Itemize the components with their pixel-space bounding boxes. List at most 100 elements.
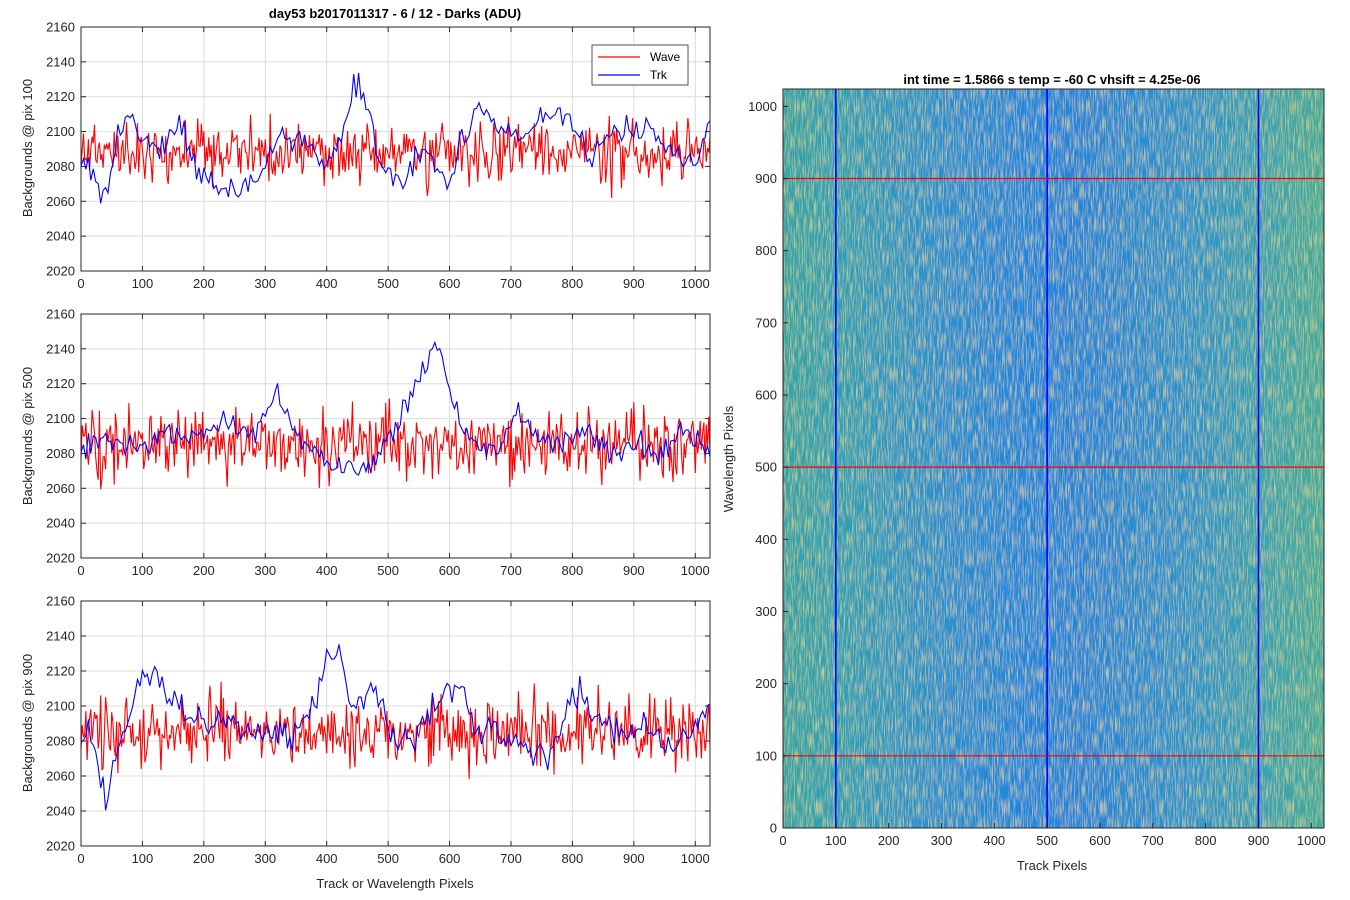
axes-box [80,313,711,559]
y-tick-label: 2120 [46,664,75,679]
right-title: int time = 1.5866 s temp = -60 C vhsift … [903,72,1200,87]
x-tick-label: 100 [132,851,154,866]
heatmap-x-tick-label: 600 [1089,833,1111,848]
x-tick-label: 800 [562,276,584,291]
x-tick-label: 500 [377,851,399,866]
heatmap-x-tick-label: 500 [1036,833,1058,848]
y-tick-label: 2060 [46,194,75,209]
y-tick-label: 2100 [46,699,75,714]
y-tick-label: 2020 [46,551,75,566]
y-tick-label: 2080 [46,734,75,749]
heatmap-x-tick-label: 800 [1195,833,1217,848]
heatmap-y-tick-label: 200 [755,676,777,691]
heatmap-axes-box [782,88,1325,829]
heatmap-y-tick-label: 500 [755,460,777,475]
heatmap-x-tick-label: 400 [983,833,1005,848]
y-tick-label: 2140 [46,341,75,356]
y-tick-label: 2020 [46,264,75,279]
legend-label-trk: Trk [650,68,668,82]
x-tick-label: 700 [500,851,522,866]
y-tick-label: 2060 [46,481,75,496]
y-tick-label: 2120 [46,376,75,391]
ylabel-pix-900: Backgrounds @ pix 900 [20,654,35,792]
x-tick-label: 0 [77,851,84,866]
x-tick-label: 100 [132,276,154,291]
heatmap-x-tick-label: 1000 [1297,833,1326,848]
y-tick-label: 2160 [46,307,75,322]
heatmap-y-tick-label: 600 [755,387,777,402]
y-tick-label: 2040 [46,516,75,531]
heatmap-y-tick-label: 400 [755,532,777,547]
y-tick-label: 2140 [46,54,75,69]
ylabel-pix-500: Backgrounds @ pix 500 [20,367,35,505]
x-tick-label: 700 [500,563,522,578]
heatmap-y-tick-label: 100 [755,748,777,763]
heatmap-y-tick-label: 700 [755,315,777,330]
series-line-wave [81,681,710,780]
x-tick-label: 300 [254,276,276,291]
x-tick-label: 600 [439,851,461,866]
series-line-trk [81,644,710,811]
x-tick-label: 800 [562,851,584,866]
axes-box [80,26,711,272]
legend-label-wave: Wave [650,50,681,64]
heatmap-y-tick-label: 1000 [748,99,777,114]
heatmap-y-tick-label: 900 [755,171,777,186]
heatmap-x-tick-label: 0 [779,833,786,848]
series-line-wave [81,113,710,199]
x-tick-label: 200 [193,851,215,866]
heatmap-y-tick-label: 300 [755,604,777,619]
heatmap-ylabel: Wavelength Pixels [721,405,736,512]
xlabel-left: Track or Wavelength Pixels [316,876,474,891]
x-tick-label: 600 [439,563,461,578]
heatmap-image [783,89,1324,828]
x-tick-label: 1000 [681,276,710,291]
series-line-wave [81,398,710,490]
plot-pix-900: Backgrounds @ pix 900 Track or Wavelengt… [20,594,711,891]
y-tick-label: 2080 [46,159,75,174]
x-tick-label: 500 [377,276,399,291]
x-tick-label: 900 [623,851,645,866]
heatmap-xlabel: Track Pixels [1017,858,1088,873]
x-tick-label: 0 [77,276,84,291]
x-tick-label: 600 [439,276,461,291]
y-tick-label: 2040 [46,229,75,244]
heatmap-x-tick-label: 900 [1248,833,1270,848]
x-tick-label: 900 [623,563,645,578]
x-tick-label: 200 [193,276,215,291]
plot-pix-500: Backgrounds @ pix 500 0 100 200 300 400 500 60… [20,307,711,578]
y-tick-label: 2080 [46,446,75,461]
heatmap-x-tick-label: 300 [931,833,953,848]
left-title: day53 b2017011317 - 6 / 12 - Darks (ADU) [269,6,521,21]
heatmap-x-tick-label: 200 [878,833,900,848]
x-tick-label: 200 [193,563,215,578]
y-tick-label: 2100 [46,411,75,426]
x-tick-label: 0 [77,563,84,578]
legend: Wave Trk [591,44,689,86]
y-tick-label: 2120 [46,89,75,104]
heatmap-x-tick-label: 700 [1142,833,1164,848]
x-tick-label: 900 [623,276,645,291]
series-line-trk [81,340,710,476]
x-tick-label: 100 [132,563,154,578]
y-tick-label: 2040 [46,804,75,819]
y-tick-label: 2020 [46,839,75,854]
x-tick-label: 300 [254,563,276,578]
heatmap-x-tick-label: 100 [825,833,847,848]
x-tick-label: 1000 [681,851,710,866]
heatmap-y-tick-label: 0 [770,821,777,836]
ylabel-pix-100: Backgrounds @ pix 100 [20,79,35,217]
series-line-trk [81,72,710,204]
y-tick-label: 2140 [46,629,75,644]
x-tick-label: 300 [254,851,276,866]
x-tick-label: 400 [316,851,338,866]
axes-box [80,600,711,847]
y-tick-label: 2100 [46,124,75,139]
x-tick-label: 400 [316,563,338,578]
x-tick-label: 800 [562,563,584,578]
x-tick-label: 400 [316,276,338,291]
x-tick-label: 700 [500,276,522,291]
x-tick-label: 1000 [681,563,710,578]
y-tick-label: 2060 [46,769,75,784]
